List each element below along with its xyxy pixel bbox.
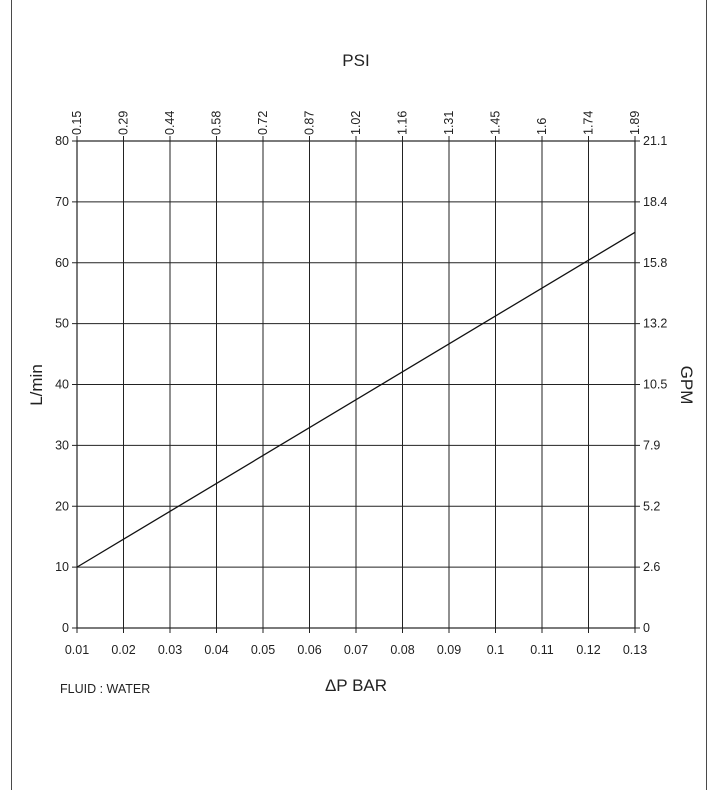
y2-tick-label: 7.9 bbox=[643, 438, 660, 452]
y2-tick-label: 18.4 bbox=[643, 195, 667, 209]
y-tick-label: 40 bbox=[55, 378, 69, 392]
y-tick-label: 80 bbox=[55, 134, 69, 148]
y-tick-label: 10 bbox=[55, 560, 69, 574]
x-tick-label: 0.1 bbox=[487, 643, 504, 657]
x-tick-label: 0.04 bbox=[204, 643, 228, 657]
y-tick-label: 20 bbox=[55, 499, 69, 513]
y2-axis-title: GPM bbox=[677, 366, 696, 405]
y-tick-label: 0 bbox=[62, 621, 69, 635]
series-layer bbox=[76, 231, 636, 568]
x2-tick-label: 1.6 bbox=[535, 118, 549, 135]
fluid-annotation: FLUID : WATER bbox=[60, 682, 150, 696]
x2-tick-label: 0.15 bbox=[70, 111, 84, 135]
x-tick-label: 0.09 bbox=[437, 643, 461, 657]
x2-tick-label: 0.58 bbox=[210, 111, 224, 135]
x-tick-label: 0.08 bbox=[390, 643, 414, 657]
grid bbox=[72, 136, 640, 633]
x2-tick-label: 0.87 bbox=[303, 111, 317, 135]
y2-tick-label: 10.5 bbox=[643, 378, 667, 392]
flow-line bbox=[76, 231, 636, 568]
x2-tick-label: 1.31 bbox=[442, 111, 456, 135]
x2-tick-label: 0.72 bbox=[256, 111, 270, 135]
y2-tick-label: 15.8 bbox=[643, 256, 667, 270]
y-tick-label: 30 bbox=[55, 438, 69, 452]
tick-labels: 0.01 0.02 0.03 0.04 0.05 0.06 0.07 0.08 0.09 0.1 0… bbox=[55, 111, 667, 657]
y-tick-label: 70 bbox=[55, 195, 69, 209]
page-frame-right bbox=[706, 0, 707, 790]
x-tick-label: 0.13 bbox=[623, 643, 647, 657]
y-axis-title: L/min bbox=[27, 364, 46, 406]
x2-tick-label: 1.74 bbox=[582, 111, 596, 135]
x2-tick-label: 1.16 bbox=[396, 111, 410, 135]
x2-axis-title: PSI bbox=[342, 51, 369, 70]
plot-border bbox=[76, 140, 636, 629]
x-tick-label: 0.11 bbox=[530, 643, 553, 657]
page-frame-left bbox=[11, 0, 12, 790]
y2-tick-label: 13.2 bbox=[643, 317, 667, 331]
x-tick-label: 0.05 bbox=[251, 643, 275, 657]
x-tick-label: 0.02 bbox=[111, 643, 135, 657]
x2-tick-label: 1.45 bbox=[489, 111, 503, 135]
x-tick-label: 0.12 bbox=[576, 643, 600, 657]
x2-tick-label: 1.89 bbox=[628, 111, 642, 135]
x-tick-label: 0.01 bbox=[65, 643, 89, 657]
x-tick-label: 0.06 bbox=[297, 643, 321, 657]
y-tick-label: 50 bbox=[55, 317, 69, 331]
x2-tick-label: 0.44 bbox=[163, 111, 177, 135]
y2-tick-label: 2.6 bbox=[643, 560, 660, 574]
x-axis-title: ΔP BAR bbox=[325, 676, 387, 695]
y2-tick-label: 5.2 bbox=[643, 499, 660, 513]
y2-tick-label: 21.1 bbox=[643, 134, 667, 148]
x-tick-label: 0.03 bbox=[158, 643, 182, 657]
y-tick-label: 60 bbox=[55, 256, 69, 270]
x-tick-label: 0.07 bbox=[344, 643, 368, 657]
x2-tick-label: 0.29 bbox=[117, 111, 131, 135]
y2-tick-label: 0 bbox=[643, 621, 650, 635]
x2-tick-label: 1.02 bbox=[349, 111, 363, 135]
